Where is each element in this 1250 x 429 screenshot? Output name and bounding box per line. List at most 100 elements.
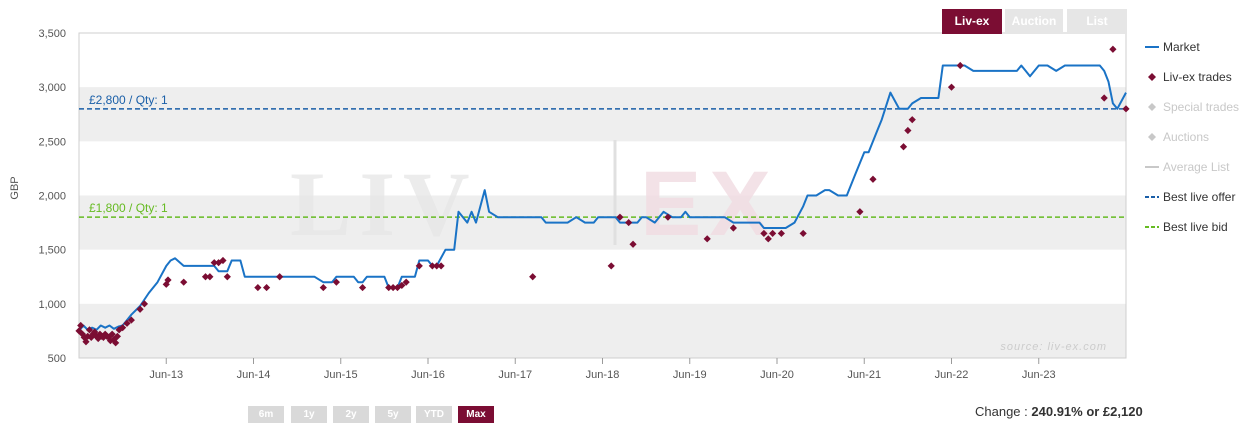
trade-point [856,208,864,216]
trade-point [85,326,94,334]
trade-point [358,283,367,292]
best-live-offer-label: £2,800 / Qty: 1 [89,93,168,107]
trade-point [764,235,772,243]
grid-band [79,87,1126,142]
trade-point [136,305,144,313]
trade-point [760,229,768,238]
trade-point [123,319,131,327]
tab-liv-ex[interactable]: Liv-ex [942,9,1002,34]
trade-point [1109,45,1117,53]
trade-point [729,224,737,232]
diamond-icon [1148,103,1156,111]
trade-point [201,273,210,281]
trade-point [206,273,214,281]
market-series-line [78,64,1127,332]
tab-auction[interactable]: Auction [1005,9,1063,34]
range-max-button[interactable]: Max [458,406,494,423]
trade-point [908,116,916,124]
y-axis-label: GBP [9,176,21,199]
x-tick-label: Jun-22 [935,369,969,381]
trade-point [210,259,218,267]
x-tick-label: Jun-23 [1022,369,1056,381]
legend-label: Best live bid [1163,220,1228,234]
trade-point [1100,94,1108,102]
trade-point [77,321,85,330]
x-tick-label: Jun-13 [149,369,183,381]
trade-point [956,61,964,70]
watermark-source: source: liv-ex.com [1000,341,1107,353]
trade-point [777,229,785,238]
y-tick-label: 500 [48,353,66,365]
trade-point [799,229,807,238]
trade-point [96,330,104,338]
dashed-line-icon [1145,226,1159,228]
trade-point [625,218,633,227]
range-6m-button[interactable]: 6m [248,406,284,423]
trade-point [899,143,908,151]
trade-point [115,326,123,334]
trade-point [947,83,956,91]
trade-point [529,273,537,281]
trade-point [607,262,615,270]
trade-point [80,333,88,342]
legend-label: Special trades [1163,100,1240,114]
dashed-line-icon [1145,196,1159,198]
change-value: 240.91% or £2,120 [1031,404,1143,419]
trade-point [140,300,149,308]
trade-point [433,262,441,270]
y-tick-label: 3,000 [38,82,66,94]
trade-point [389,283,397,292]
trade-point [119,324,127,332]
trade-point [180,278,188,286]
trade-point [82,338,90,346]
range-1y-button[interactable]: 1y [291,406,327,423]
trade-point [78,330,87,338]
range-2y-button[interactable]: 2y [333,406,369,423]
trade-point [616,213,624,221]
watermark-brand-left: LIV [290,153,478,255]
x-tick-label: Jun-15 [324,369,358,381]
x-tick-label: Jun-21 [847,369,881,381]
x-tick-label: Jun-16 [411,369,445,381]
y-tick-label: 2,000 [38,191,66,203]
x-tick-label: Jun-19 [673,369,707,381]
trade-point [262,283,271,292]
best-live-bid-label: £1,800 / Qty: 1 [89,201,168,215]
trade-point [254,283,262,292]
range-ytd-button[interactable]: YTD [416,406,452,423]
y-tick-label: 1,000 [38,299,66,311]
trade-point [332,278,340,286]
legend-label: Liv-ex trades [1163,70,1232,84]
trade-point [164,276,172,284]
trade-point [393,283,402,292]
range-5y-button[interactable]: 5y [375,406,411,423]
x-tick-label: Jun-18 [586,369,620,381]
trade-point [398,281,406,290]
legend-label: Best live offer [1163,190,1236,204]
tab-list[interactable]: List [1067,9,1127,34]
trade-point [112,339,120,347]
grid-band [79,303,1126,358]
trade-point [1122,105,1130,113]
trade-point [769,229,777,238]
trade-point [703,235,711,243]
trade-point [428,262,436,270]
y-tick-label: 1,500 [38,245,66,257]
change-prefix: Change : [975,404,1028,419]
grid-band [79,195,1126,250]
diamond-icon [1148,73,1156,81]
trade-point [75,327,83,335]
trade-point [108,330,116,338]
trade-point [113,332,121,340]
trade-point [385,283,393,292]
trade-point [629,240,637,248]
trade-point [415,262,423,270]
trade-point [402,278,410,286]
trade-point [223,273,231,281]
trade-point [127,316,135,324]
plot-area [75,45,1130,347]
trade-point [162,280,170,288]
legend-label: Market [1163,40,1200,54]
